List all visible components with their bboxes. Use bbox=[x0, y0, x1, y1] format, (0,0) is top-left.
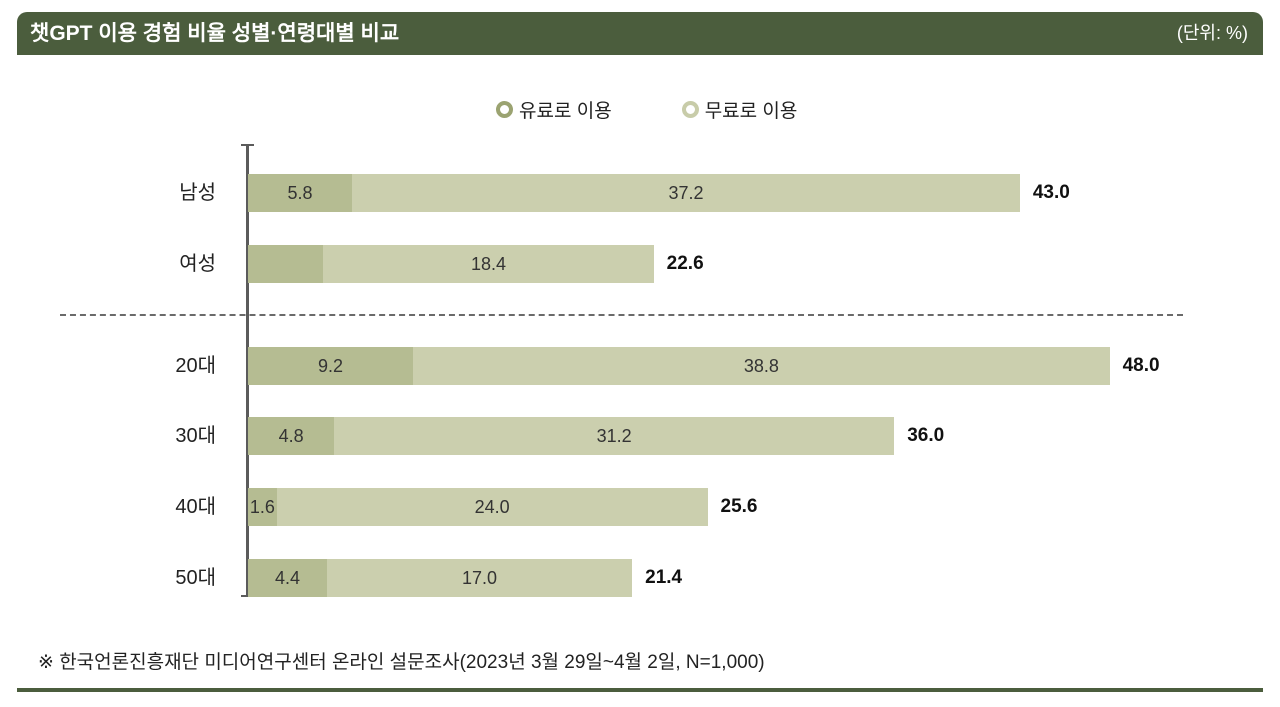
data-label: 24.0 bbox=[474, 496, 510, 517]
title-bar: 챗GPT 이용 경험 비율 성별·연령대별 비교 (단위: %) bbox=[17, 12, 1263, 55]
data-label: 4.8 bbox=[278, 426, 304, 447]
category-label: 30대 bbox=[175, 425, 216, 448]
paid-bar-segment bbox=[248, 244, 324, 283]
legend-label: 무료로 이용 bbox=[704, 100, 798, 122]
category-axis-line bbox=[246, 145, 249, 597]
total-label: 25.6 bbox=[720, 495, 758, 517]
bottom-rule bbox=[17, 688, 1263, 692]
category-label: 50대 bbox=[175, 566, 216, 589]
category-label: 40대 bbox=[175, 495, 216, 518]
total-label: 36.0 bbox=[907, 425, 945, 447]
data-label: 4.4 bbox=[274, 567, 300, 588]
total-label: 48.0 bbox=[1122, 354, 1160, 376]
data-label: 17.0 bbox=[462, 567, 498, 588]
paid-bar-segment bbox=[248, 487, 277, 526]
paid-bar-segment bbox=[248, 558, 327, 597]
unit-label: (단위: %) bbox=[1176, 23, 1248, 43]
free-bar-segment bbox=[276, 487, 708, 526]
free-bar-segment bbox=[326, 558, 633, 597]
free-bar-segment bbox=[334, 417, 895, 456]
group-separator bbox=[60, 313, 1183, 316]
total-label: 21.4 bbox=[645, 566, 683, 588]
category-label: 여성 bbox=[179, 252, 216, 275]
paid-bar-segment bbox=[248, 346, 414, 385]
free-bar-segment bbox=[413, 346, 1110, 385]
free-bar-segment bbox=[323, 244, 654, 283]
data-label: 1.6 bbox=[249, 496, 275, 517]
paid-bar-segment bbox=[248, 174, 353, 212]
ring-marker-icon bbox=[496, 100, 513, 118]
data-label: 5.8 bbox=[287, 183, 313, 203]
data-label: 18.4 bbox=[470, 253, 507, 274]
source-footnote: ※ 한국언론진흥재단 미디어연구센터 온라인 설문조사(2023년 3월 29일… bbox=[38, 652, 765, 673]
chart-title: 챗GPT 이용 경험 비율 성별·연령대별 비교 bbox=[30, 22, 400, 45]
legend-item-paid: 유료로 이용 bbox=[496, 96, 612, 123]
axis-bottom-cap bbox=[241, 595, 254, 597]
paid-bar-segment bbox=[248, 417, 335, 456]
data-label: 9.2 bbox=[318, 355, 344, 376]
data-label: 31.2 bbox=[596, 426, 632, 447]
data-label: 37.2 bbox=[668, 183, 704, 203]
legend: 유료로 이용 무료로 이용 bbox=[496, 96, 797, 122]
category-label: 20대 bbox=[175, 354, 216, 377]
legend-item-free: 무료로 이용 bbox=[681, 96, 798, 123]
ring-marker-icon bbox=[681, 100, 699, 118]
data-label: 38.8 bbox=[743, 355, 779, 376]
axis-top-cap bbox=[241, 144, 254, 146]
category-label: 남성 bbox=[179, 182, 216, 204]
total-label: 22.6 bbox=[666, 252, 704, 274]
legend-label: 유료로 이용 bbox=[519, 100, 612, 122]
total-label: 43.0 bbox=[1032, 182, 1070, 203]
free-bar-segment bbox=[352, 174, 1020, 212]
